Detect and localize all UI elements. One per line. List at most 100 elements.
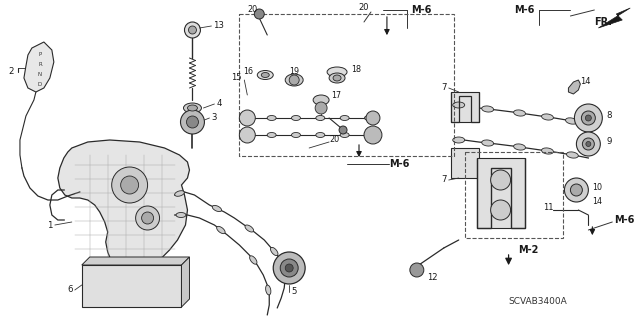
Ellipse shape <box>482 140 493 146</box>
Ellipse shape <box>452 102 465 108</box>
Text: 8: 8 <box>606 112 612 121</box>
Circle shape <box>315 102 327 114</box>
Ellipse shape <box>250 256 257 264</box>
Circle shape <box>582 138 595 150</box>
Circle shape <box>491 200 511 220</box>
Ellipse shape <box>243 132 252 137</box>
Circle shape <box>575 104 602 132</box>
Circle shape <box>121 176 139 194</box>
Ellipse shape <box>267 132 276 137</box>
Text: R: R <box>38 62 42 66</box>
Circle shape <box>285 264 293 272</box>
Polygon shape <box>58 140 189 272</box>
Ellipse shape <box>217 226 225 234</box>
Ellipse shape <box>514 144 525 150</box>
Text: M-6: M-6 <box>614 215 635 225</box>
Circle shape <box>570 184 582 196</box>
Ellipse shape <box>243 115 252 121</box>
Ellipse shape <box>291 115 300 121</box>
Circle shape <box>184 22 200 38</box>
Ellipse shape <box>212 205 221 211</box>
Ellipse shape <box>452 137 465 143</box>
Circle shape <box>273 252 305 284</box>
Circle shape <box>136 206 159 230</box>
Ellipse shape <box>267 115 276 121</box>
Bar <box>451 92 479 122</box>
Ellipse shape <box>340 115 349 121</box>
Text: 14: 14 <box>593 197 602 206</box>
Ellipse shape <box>566 152 579 158</box>
Circle shape <box>581 111 595 125</box>
Ellipse shape <box>282 268 287 278</box>
Circle shape <box>339 126 347 134</box>
Ellipse shape <box>566 118 577 124</box>
Ellipse shape <box>482 106 493 112</box>
Ellipse shape <box>541 114 554 120</box>
Circle shape <box>364 126 382 144</box>
Text: 7: 7 <box>441 175 447 184</box>
Ellipse shape <box>176 212 186 218</box>
Text: 5: 5 <box>291 287 297 296</box>
Ellipse shape <box>261 72 269 78</box>
Text: 14: 14 <box>580 78 591 86</box>
Text: 18: 18 <box>351 65 361 75</box>
Polygon shape <box>82 257 189 265</box>
Text: 17: 17 <box>331 92 341 100</box>
Text: 13: 13 <box>213 21 225 31</box>
Text: 15: 15 <box>231 73 241 83</box>
Bar <box>465 152 563 238</box>
Ellipse shape <box>188 105 198 111</box>
Circle shape <box>577 132 600 156</box>
Bar <box>82 265 182 307</box>
Ellipse shape <box>266 285 271 295</box>
Text: 7: 7 <box>441 84 447 93</box>
Bar <box>239 14 454 156</box>
Text: 9: 9 <box>606 137 612 146</box>
Polygon shape <box>598 8 630 28</box>
Ellipse shape <box>327 67 347 77</box>
Text: M-2: M-2 <box>518 245 539 255</box>
Text: FR.: FR. <box>595 17 612 27</box>
Ellipse shape <box>271 247 278 256</box>
Text: 10: 10 <box>593 183 602 192</box>
Circle shape <box>254 9 264 19</box>
Text: N: N <box>38 71 42 77</box>
Circle shape <box>180 110 204 134</box>
Polygon shape <box>182 257 189 307</box>
Text: 20: 20 <box>329 136 339 145</box>
Ellipse shape <box>313 95 329 105</box>
Ellipse shape <box>291 132 300 137</box>
Circle shape <box>239 127 255 143</box>
Ellipse shape <box>365 115 374 121</box>
Polygon shape <box>24 42 54 92</box>
Circle shape <box>586 142 591 146</box>
Ellipse shape <box>514 110 525 116</box>
Ellipse shape <box>541 148 554 154</box>
Text: P: P <box>38 51 42 56</box>
Circle shape <box>280 259 298 277</box>
Text: 4: 4 <box>216 100 222 108</box>
Text: 11: 11 <box>543 204 554 212</box>
Ellipse shape <box>184 103 202 113</box>
Text: 3: 3 <box>211 114 217 122</box>
Text: 19: 19 <box>289 68 300 77</box>
Circle shape <box>366 111 380 125</box>
Text: 1: 1 <box>47 220 53 229</box>
Ellipse shape <box>257 70 273 79</box>
Ellipse shape <box>340 132 349 137</box>
Text: M-6: M-6 <box>389 159 410 169</box>
Circle shape <box>410 263 424 277</box>
Polygon shape <box>568 80 580 94</box>
Circle shape <box>188 26 196 34</box>
Ellipse shape <box>365 132 374 137</box>
Ellipse shape <box>329 73 345 83</box>
Circle shape <box>289 75 299 85</box>
Text: 20: 20 <box>358 4 369 12</box>
Text: M-6: M-6 <box>514 5 534 15</box>
Ellipse shape <box>245 225 253 232</box>
Text: SCVAB3400A: SCVAB3400A <box>509 298 567 307</box>
Bar <box>451 148 479 178</box>
Ellipse shape <box>333 75 341 81</box>
Text: 6: 6 <box>67 286 73 294</box>
Text: 20: 20 <box>247 5 257 14</box>
